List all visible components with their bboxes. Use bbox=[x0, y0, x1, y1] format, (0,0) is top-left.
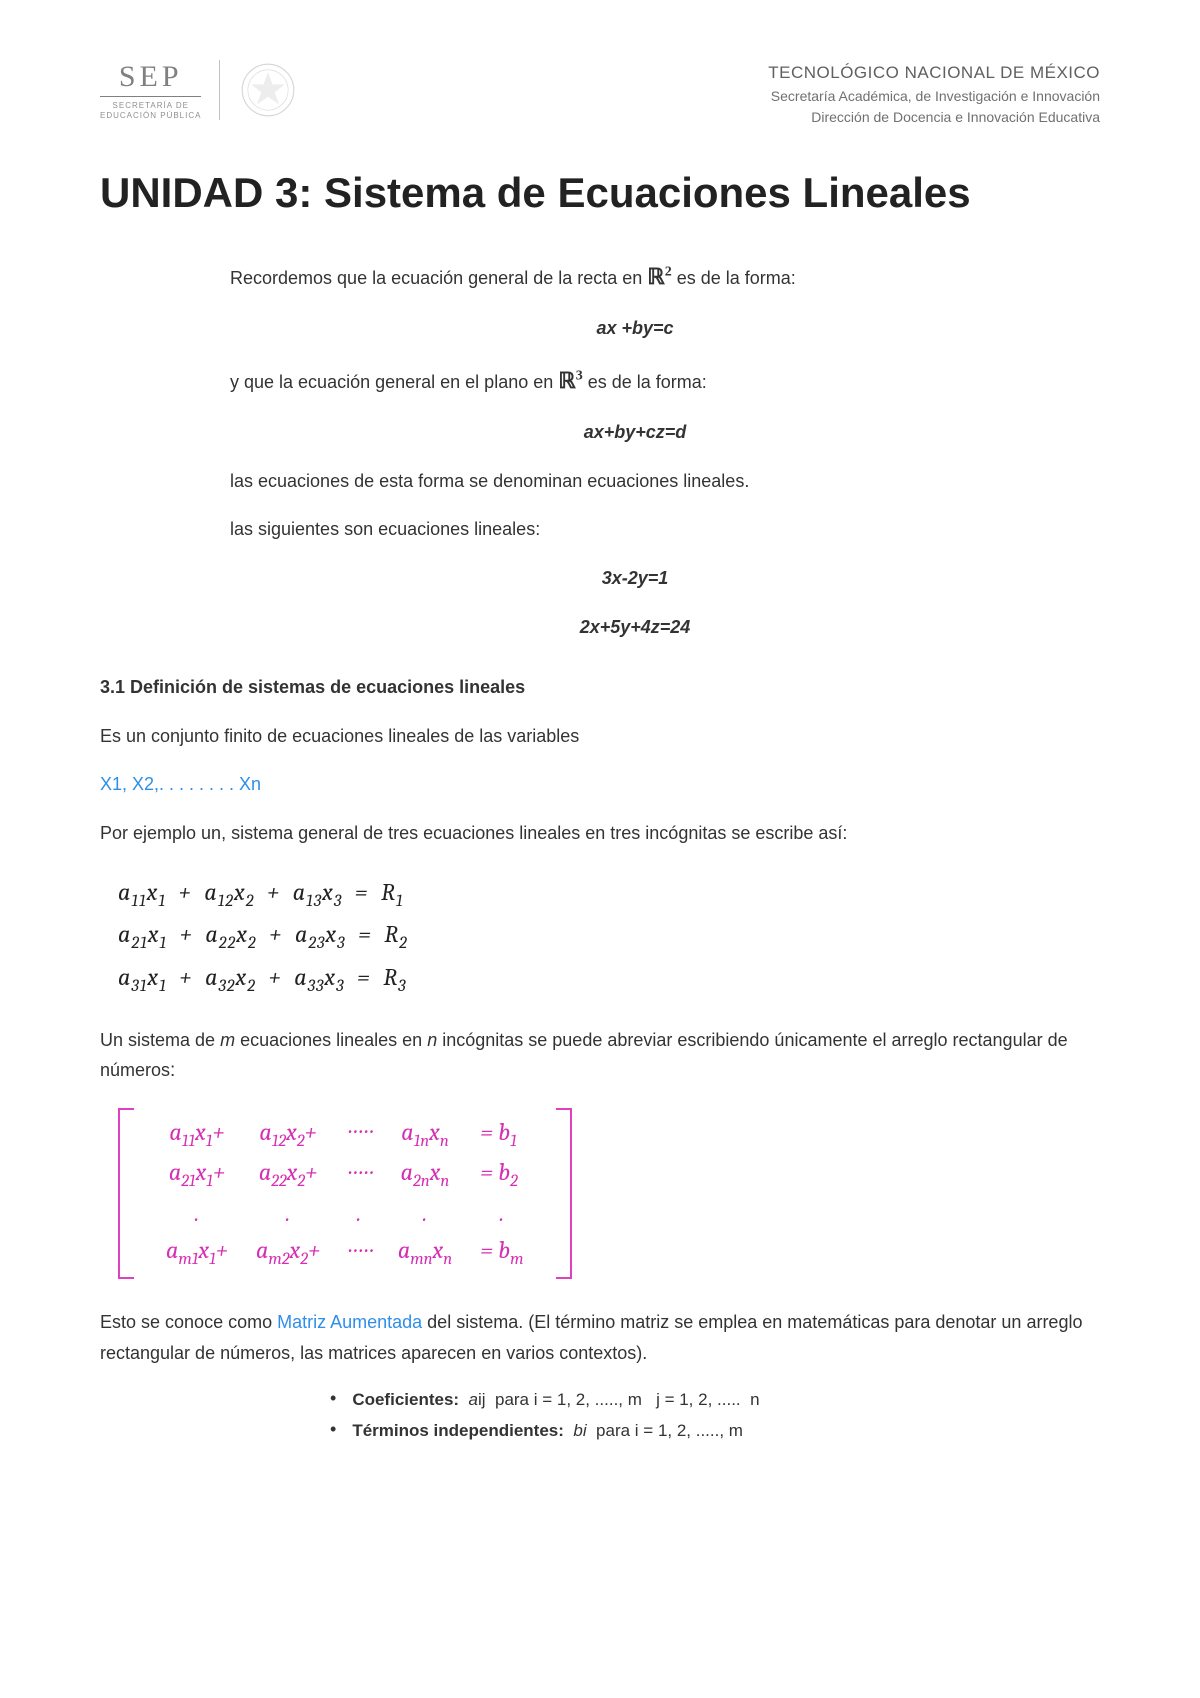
matrix-cell: amnxn bbox=[384, 1232, 466, 1273]
matrix-cell: am2x2+ bbox=[242, 1232, 334, 1273]
header-right: TECNOLÓGICO NACIONAL DE MÉXICO Secretarí… bbox=[768, 60, 1100, 128]
bullet-1-text: Coeficientes: aij para i = 1, 2, ....., … bbox=[352, 1386, 759, 1415]
bullet-icon: • bbox=[330, 1386, 336, 1411]
matrix-cell: . bbox=[152, 1195, 242, 1232]
p2-part-b: es de la forma: bbox=[583, 372, 707, 392]
sys-r2-text: a21x1 + a22x2 + a23x3 = R2 bbox=[118, 920, 408, 948]
matrix-cell: = b2 bbox=[466, 1154, 537, 1195]
matriz-aumentada-link[interactable]: Matriz Aumentada bbox=[277, 1312, 422, 1332]
paragraph-4: las siguientes son ecuaciones lineales: bbox=[230, 514, 1040, 545]
matrix-bracket-left bbox=[118, 1108, 134, 1280]
p7-n: n bbox=[427, 1030, 437, 1050]
matrix-row: am1x1+ am2x2+ · · · · · amnxn = bm bbox=[152, 1232, 538, 1273]
header-line-2: Secretaría Académica, de Investigación e… bbox=[768, 86, 1100, 107]
bullet-item-1: • Coeficientes: aij para i = 1, 2, .....… bbox=[330, 1386, 1100, 1415]
matrix-cell: . bbox=[242, 1195, 334, 1232]
section-heading-3-1: 3.1 Definición de sistemas de ecuaciones… bbox=[100, 672, 1100, 703]
sep-subtitle-2: EDUCACIÓN PÚBLICA bbox=[100, 111, 201, 121]
p7-colon: : bbox=[170, 1060, 175, 1081]
p7-m: m bbox=[220, 1030, 235, 1050]
page-title: UNIDAD 3: Sistema de Ecuaciones Lineales bbox=[100, 168, 1100, 218]
paragraph-2: y que la ecuación general en el plano en… bbox=[230, 362, 1040, 399]
sep-logo-block: SEP SECRETARÍA DE EDUCACIÓN PÚBLICA bbox=[100, 60, 220, 120]
institution-name: TECNOLÓGICO NACIONAL DE MÉXICO bbox=[768, 60, 1100, 86]
equation-4: 2x+5y+4z=24 bbox=[230, 612, 1040, 643]
b2-body: bi para i = 1, 2, ....., m bbox=[564, 1421, 743, 1440]
bullet-2-text: Términos independientes: bi para i = 1, … bbox=[352, 1417, 743, 1446]
system-row-3: a31x1 + a32x2 + a33x3 = R3 bbox=[118, 958, 1100, 1001]
p7-b: ecuaciones lineales en bbox=[235, 1030, 427, 1050]
matrix-cell: · · · · · bbox=[334, 1114, 384, 1155]
matrix-cell: = bm bbox=[466, 1232, 537, 1273]
matrix-row: a21x1+ a22x2+ · · · · · a2nxn = b2 bbox=[152, 1154, 538, 1195]
matrix-cell: a21x1+ bbox=[152, 1154, 242, 1195]
matrix-cell: am1x1+ bbox=[152, 1232, 242, 1273]
b1-label: Coeficientes: bbox=[352, 1390, 459, 1409]
bullet-item-2: • Términos independientes: bi para i = 1… bbox=[330, 1417, 1100, 1446]
bullet-icon: • bbox=[330, 1417, 336, 1442]
p7-a: Un sistema de bbox=[100, 1030, 220, 1050]
matrix-cell: a12x2+ bbox=[242, 1114, 334, 1155]
matrix-cell: . bbox=[466, 1195, 537, 1232]
equation-2: ax+by+cz=d bbox=[230, 417, 1040, 448]
seal-icon bbox=[240, 62, 296, 118]
paragraph-6: Por ejemplo un, sistema general de tres … bbox=[100, 818, 1100, 849]
p1-part-b: es de la forma: bbox=[672, 268, 796, 288]
variables-blue: X1, X2,. . . . . . . . Xn bbox=[100, 769, 1100, 800]
equation-3: 3x-2y=1 bbox=[230, 563, 1040, 594]
b2-label: Términos independientes: bbox=[352, 1421, 564, 1440]
system-row-1: a11x1 + a12x2 + a13x3 = R1 bbox=[118, 873, 1100, 916]
sys-r3-text: a31x1 + a32x2 + a33x3 = R3 bbox=[118, 963, 407, 991]
paragraph-1: Recordemos que la ecuación general de la… bbox=[230, 258, 1040, 295]
math-r2: ℝ2 bbox=[647, 264, 671, 289]
matrix-cell: · · · · · bbox=[334, 1154, 384, 1195]
matrix-cell: a1nxn bbox=[384, 1114, 466, 1155]
matrix-cell: a2nxn bbox=[384, 1154, 466, 1195]
paragraph-3: las ecuaciones de esta forma se denomina… bbox=[230, 466, 1040, 497]
system-row-2: a21x1 + a22x2 + a23x3 = R2 bbox=[118, 915, 1100, 958]
sep-title: SEP bbox=[100, 60, 201, 97]
paragraph-5: Es un conjunto finito de ecuaciones line… bbox=[100, 721, 1100, 752]
paragraph-7: Un sistema de m ecuaciones lineales en n… bbox=[100, 1025, 1100, 1088]
augmented-matrix: a11x1+ a12x2+ · · · · · a1nxn = b1 a21x1… bbox=[118, 1108, 1100, 1280]
matrix-cell: a22x2+ bbox=[242, 1154, 334, 1195]
p2-part-a: y que la ecuación general en el plano en bbox=[230, 372, 558, 392]
matrix-cell: a11x1+ bbox=[152, 1114, 242, 1155]
content-body: Recordemos que la ecuación general de la… bbox=[100, 258, 1100, 1446]
document-page: SEP SECRETARÍA DE EDUCACIÓN PÚBLICA TECN… bbox=[0, 0, 1200, 1528]
matrix-bracket-right bbox=[556, 1108, 572, 1280]
matrix-table: a11x1+ a12x2+ · · · · · a1nxn = b1 a21x1… bbox=[152, 1114, 538, 1274]
paragraph-8: Esto se conoce como Matriz Aumentada del… bbox=[100, 1307, 1100, 1368]
header-line-3: Dirección de Docencia e Innovación Educa… bbox=[768, 107, 1100, 128]
page-header: SEP SECRETARÍA DE EDUCACIÓN PÚBLICA TECN… bbox=[100, 60, 1100, 128]
matrix-cell: . bbox=[334, 1195, 384, 1232]
p8-a: Esto se conoce como bbox=[100, 1312, 277, 1332]
b1-body: aij para i = 1, 2, ....., m j = 1, 2, ..… bbox=[459, 1390, 759, 1409]
equation-1: ax +by=c bbox=[230, 313, 1040, 344]
matrix-cell: · · · · · bbox=[334, 1232, 384, 1273]
p1-part-a: Recordemos que la ecuación general de la… bbox=[230, 268, 647, 288]
header-left: SEP SECRETARÍA DE EDUCACIÓN PÚBLICA bbox=[100, 60, 296, 120]
equation-system: a11x1 + a12x2 + a13x3 = R1 a21x1 + a22x2… bbox=[118, 873, 1100, 1001]
matrix-body: a11x1+ a12x2+ · · · · · a1nxn = b1 a21x1… bbox=[134, 1108, 556, 1280]
matrix-row: . . . . . bbox=[152, 1195, 538, 1232]
sys-r1-text: a11x1 + a12x2 + a13x3 = R1 bbox=[118, 878, 404, 906]
sep-subtitle-1: SECRETARÍA DE bbox=[100, 101, 201, 111]
math-r3: ℝ3 bbox=[558, 368, 582, 393]
matrix-cell: = b1 bbox=[466, 1114, 537, 1155]
bullet-list: • Coeficientes: aij para i = 1, 2, .....… bbox=[330, 1386, 1100, 1446]
matrix-row: a11x1+ a12x2+ · · · · · a1nxn = b1 bbox=[152, 1114, 538, 1155]
matrix-cell: . bbox=[384, 1195, 466, 1232]
